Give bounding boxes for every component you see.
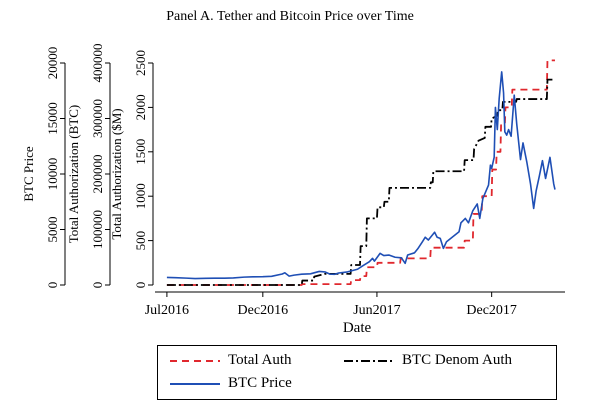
x-tick-label-0: Jul2016 — [145, 303, 189, 318]
legend-item-total-auth: Total Auth — [170, 352, 292, 369]
y-tick-label-1-4: 400000 — [90, 44, 105, 83]
y-tick-label-0-3: 15000 — [45, 102, 60, 135]
legend: Total Auth BTC Denom Auth BTC Price — [157, 345, 557, 400]
x-tick-label-1: Dec2016 — [238, 303, 289, 318]
legend-label-btc-price: BTC Price — [228, 375, 292, 391]
x-axis-label: Date — [343, 320, 372, 336]
y-tick-label-0-1: 5000 — [45, 217, 60, 243]
chart-title: Panel A. Tether and Bitcoin Price over T… — [166, 9, 414, 24]
x-tick-label-2: Jun2017 — [353, 303, 400, 318]
series-layer — [166, 59, 556, 286]
legend-swatch-btc-price — [170, 382, 220, 385]
y-tick-label-1-0: 0 — [90, 282, 105, 289]
y-tick-label-0-4: 20000 — [45, 47, 60, 80]
y-tick-label-2-0: 0 — [133, 282, 148, 289]
series-line-total-auth — [166, 59, 555, 286]
legend-label-total-auth: Total Auth — [228, 352, 292, 368]
y-tick-label-2-4: 2000 — [133, 94, 148, 120]
y-tick-label-2-5: 2500 — [133, 50, 148, 76]
x-tick-label-3: Dec2017 — [466, 303, 517, 318]
legend-label-btc-denom-auth: BTC Denom Auth — [402, 352, 513, 368]
legend-swatch-total-auth — [170, 359, 220, 362]
series-line-btc-denom-auth — [166, 78, 555, 286]
y-tick-label-2-1: 500 — [133, 231, 148, 251]
y-tick-label-0-2: 10000 — [45, 158, 60, 191]
legend-swatch-btc-denom-auth — [344, 359, 394, 362]
y-tick-label-2-2: 1000 — [133, 183, 148, 209]
y-axis-title-2: Total Authorization ($M) — [109, 108, 124, 239]
legend-item-btc-price: BTC Price — [170, 375, 292, 392]
y-axis-title-0: BTC Price — [21, 146, 36, 201]
y-tick-label-1-1: 100000 — [90, 210, 105, 249]
y-tick-label-2-3: 1500 — [133, 139, 148, 165]
series-line-btc-price — [166, 71, 556, 280]
legend-item-btc-denom-auth: BTC Denom Auth — [344, 352, 512, 369]
y-tick-label-1-2: 200000 — [90, 155, 105, 194]
y-tick-label-0-0: 0 — [45, 282, 60, 289]
y-axis-title-1: Total Authorization (BTC) — [66, 105, 81, 243]
y-tick-label-1-3: 300000 — [90, 99, 105, 138]
